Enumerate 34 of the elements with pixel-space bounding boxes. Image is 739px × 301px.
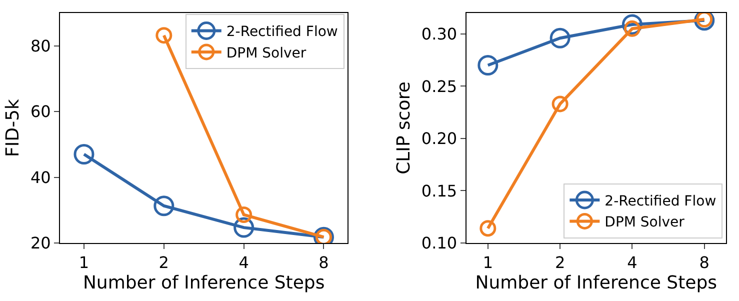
y-tick-label: 0.15 [421, 181, 458, 200]
x-axis-title: Number of Inference Steps [82, 272, 325, 294]
x-tick-label: 2 [554, 253, 566, 272]
x-tick-label: 2 [158, 253, 169, 272]
x-tick-label: 4 [238, 253, 249, 272]
point [74, 144, 94, 165]
x-axis-title: Number of Inference Steps [475, 272, 718, 294]
legend-label: DPM Solver [604, 214, 685, 231]
y-tick-label: 80 [30, 36, 51, 56]
point [236, 206, 252, 223]
x-tick-label: 8 [318, 253, 329, 272]
x-tick-label: 1 [78, 253, 90, 272]
y-tick-label: 0.25 [421, 76, 458, 96]
y-tick-label: 0.10 [421, 234, 458, 253]
y-tick-label: 0.30 [421, 24, 458, 44]
y-tick-label: 20 [30, 234, 51, 253]
point [552, 96, 568, 112]
x-tick-label: 1 [482, 253, 494, 272]
legend-label: DPM Solver [226, 45, 306, 62]
x-tick-label: 8 [699, 253, 710, 272]
x-tick-label: 4 [627, 253, 638, 272]
point [154, 196, 174, 216]
point [478, 55, 498, 76]
legend-label: 2-Rectified Flow [604, 193, 716, 210]
y-tick-label: 40 [30, 168, 51, 187]
y-tick-label: 0.20 [421, 129, 458, 148]
y-axis-title: CLIP score [394, 82, 415, 174]
y-tick-label: 60 [30, 102, 51, 122]
point [156, 27, 172, 44]
legend-label: 2-Rectified Flow [226, 24, 338, 40]
y-axis-title: FID-5k [2, 98, 24, 157]
point [550, 28, 570, 48]
point [480, 220, 496, 237]
point [234, 217, 254, 238]
